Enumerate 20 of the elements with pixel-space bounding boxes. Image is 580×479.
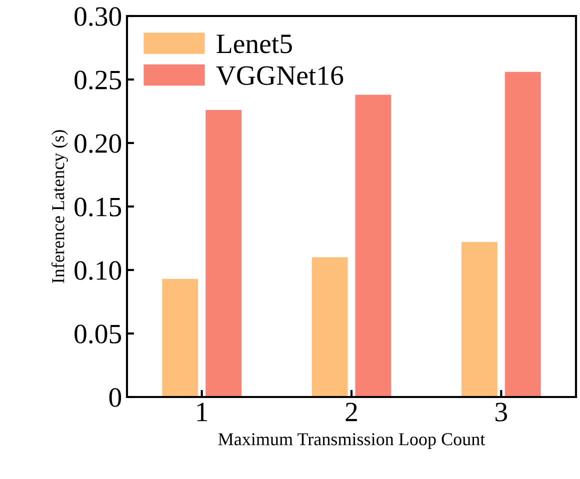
bar (206, 110, 242, 397)
y-axis-title: Inference Latency (s) (51, 130, 68, 284)
y-tick-label: 0.20 (74, 134, 122, 154)
x-axis-title: Maximum Transmission Loop Count (218, 433, 486, 449)
legend-label: Lenet5 (216, 34, 292, 54)
y-tick-label: 0.25 (74, 70, 122, 90)
bar (462, 242, 498, 397)
y-tick-label: 0.05 (74, 324, 122, 344)
y-tick-label: 0.30 (74, 7, 122, 26)
y-tick-label: 0.15 (74, 198, 122, 217)
bar (504, 72, 541, 397)
bar (162, 278, 198, 397)
x-tick-label: 2 (346, 402, 357, 422)
x-tick-label: 1 (197, 402, 208, 422)
y-tick-label: 0.10 (74, 261, 122, 280)
y-tick-label: 0 (109, 388, 122, 407)
bar (355, 94, 392, 397)
x-tick-label: 3 (496, 402, 508, 422)
legend-label: VGGNet16 (216, 66, 344, 86)
bar (312, 257, 348, 397)
